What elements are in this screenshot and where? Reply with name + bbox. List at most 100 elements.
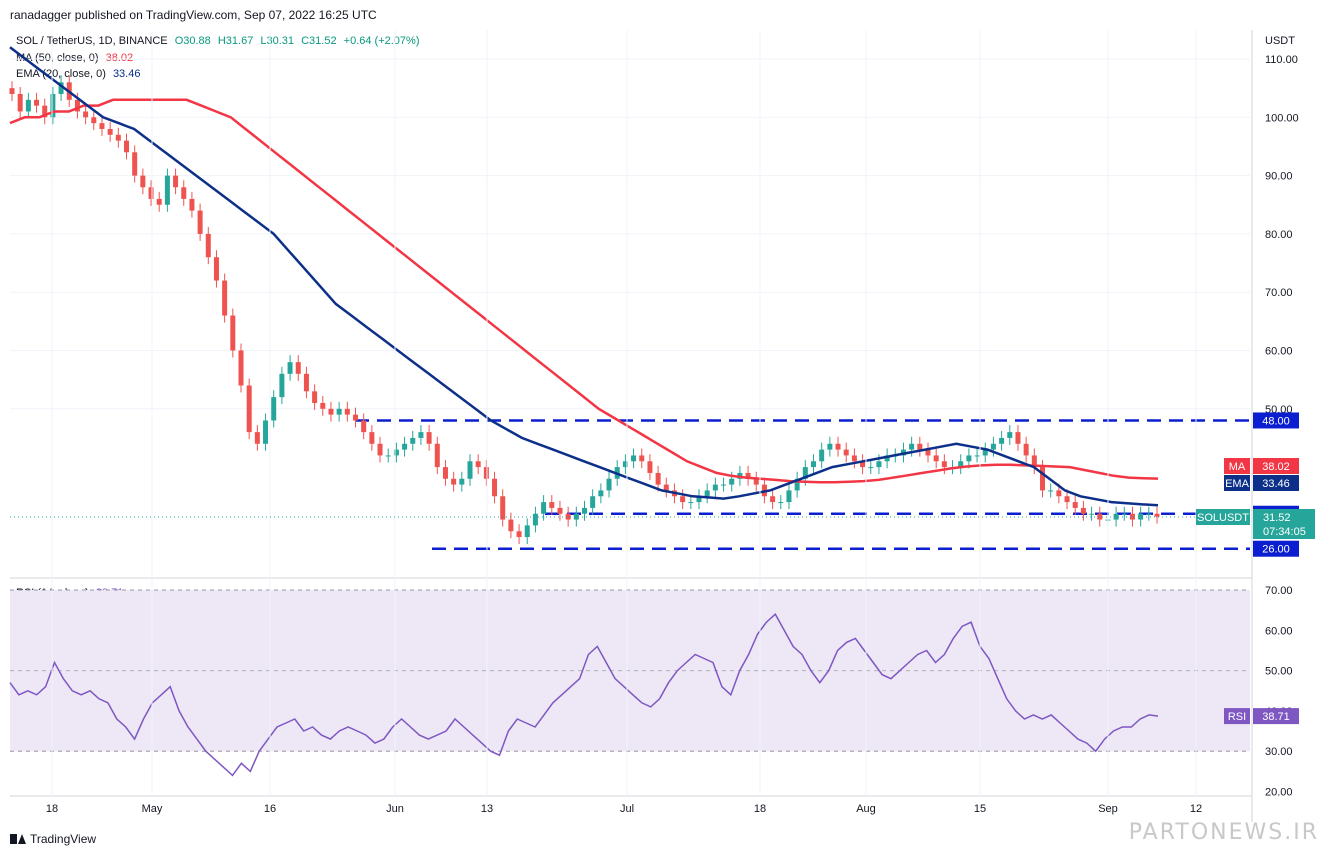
rsi-tag-label-box <box>1224 708 1250 725</box>
candle-body <box>990 443 996 450</box>
candle-body <box>148 187 154 199</box>
candle-body <box>598 490 604 497</box>
candle-body <box>434 443 440 468</box>
candle-body <box>189 198 195 211</box>
candle-body <box>336 408 342 415</box>
candle-body <box>9 88 15 94</box>
price-tick-label: 80.00 <box>1265 229 1293 241</box>
tradingview-brand[interactable]: TradingView <box>10 832 96 846</box>
x-tick-label: Jun <box>386 803 404 815</box>
price-tick-label: 70.00 <box>1265 287 1293 299</box>
candle-body <box>222 280 228 316</box>
ema-legend-value: 33.46 <box>112 68 141 80</box>
candle-body <box>868 467 874 469</box>
candle-body <box>982 449 988 456</box>
candle-body <box>213 257 219 281</box>
candle-body <box>279 373 285 398</box>
candle-body <box>1015 432 1021 444</box>
candle-body <box>565 513 571 520</box>
candle-body <box>369 432 375 444</box>
candle-body <box>1154 513 1160 517</box>
candle-body <box>532 513 538 526</box>
candle-body <box>508 519 514 532</box>
ma-price-tag-label-box <box>1224 458 1250 474</box>
candle-body <box>843 449 849 456</box>
candle-body <box>197 210 203 234</box>
price-tick-label: 100.00 <box>1265 112 1299 124</box>
candle-body <box>173 175 179 188</box>
candle-body <box>516 531 522 538</box>
candle-body <box>974 455 980 457</box>
change-value: +0.64 (+2.07%) <box>343 35 420 47</box>
ma-price-tag-value: 38.02 <box>1262 461 1290 473</box>
candle-body <box>696 496 702 503</box>
candle-body <box>958 461 964 468</box>
rsi-tag-box <box>1253 708 1299 725</box>
candle-body <box>917 443 923 450</box>
candle-body <box>884 455 890 462</box>
candle-body <box>704 490 710 497</box>
open-value: O30.88 <box>174 35 211 47</box>
candle-body <box>344 408 350 415</box>
rsi-tick-label: 70.00 <box>1265 585 1293 597</box>
ma-price-tag-value-box <box>1253 458 1299 474</box>
rsi-tag-label: RSI <box>1228 711 1246 723</box>
level-tag-value: 26.00 <box>1262 544 1290 556</box>
ma-legend: MA (50, close, 0) 38.02 <box>16 52 133 64</box>
ma-price-tag: MA 38.02 <box>1224 458 1299 474</box>
candle-body <box>1089 513 1095 515</box>
candle-body <box>467 461 473 479</box>
candle-body <box>999 437 1005 444</box>
candle-body <box>124 140 129 153</box>
level-tag-value-box <box>1253 412 1299 429</box>
candle-body <box>42 105 48 118</box>
candle-body <box>156 198 162 205</box>
candle-body <box>622 461 628 468</box>
price-tick-label: 90.00 <box>1265 171 1293 183</box>
tradingview-brand-label: TradingView <box>30 832 97 846</box>
candle-body <box>91 117 97 124</box>
candle-body <box>647 461 653 473</box>
candle-body <box>573 513 579 520</box>
ma-legend-value: 38.02 <box>105 52 134 64</box>
close-value: C31.52 <box>301 35 337 47</box>
candle-body <box>303 373 309 392</box>
candle-body <box>827 443 833 450</box>
candle-body <box>140 175 146 188</box>
last-price-value: 31.52 <box>1263 512 1291 524</box>
candle-body <box>83 111 89 118</box>
rsi-tag: RSI 38.71 <box>1224 708 1299 725</box>
ma-price-tag-label: MA <box>1229 461 1246 473</box>
candle-body <box>442 467 448 479</box>
price-tick-label: 110.00 <box>1265 54 1298 66</box>
symbol-tag-box <box>1196 509 1250 525</box>
candle-body <box>770 496 776 503</box>
candle-body <box>1121 513 1127 515</box>
symbol-name: SOL / TetherUS, 1D, BINANCE <box>16 35 168 47</box>
candle-body <box>1023 443 1029 456</box>
candle-body <box>107 128 113 135</box>
candle-body <box>941 461 947 468</box>
candle-body <box>966 455 972 462</box>
x-tick-label: 13 <box>481 803 493 815</box>
rsi-tag-value: 38.71 <box>1262 711 1290 723</box>
candle-body <box>811 461 816 468</box>
candle-body <box>492 478 498 497</box>
x-tick-label: 18 <box>754 803 766 815</box>
rsi-tick-label: 60.00 <box>1265 625 1293 637</box>
level-tag: 48.00 <box>1253 412 1299 429</box>
candle-body <box>1129 513 1135 520</box>
rsi-tick-label: 50.00 <box>1265 666 1293 678</box>
candle-body <box>295 362 301 374</box>
candle-body <box>238 350 244 386</box>
candle-body <box>50 93 56 118</box>
candle-body <box>181 187 187 199</box>
candle-body <box>328 408 334 415</box>
x-tick-label: 18 <box>46 803 58 815</box>
candle-body <box>582 507 587 514</box>
x-tick-label: 12 <box>1190 803 1202 815</box>
candle-body <box>263 420 269 444</box>
level-tag: 26.00 <box>1253 540 1299 557</box>
candle-body <box>353 414 358 421</box>
